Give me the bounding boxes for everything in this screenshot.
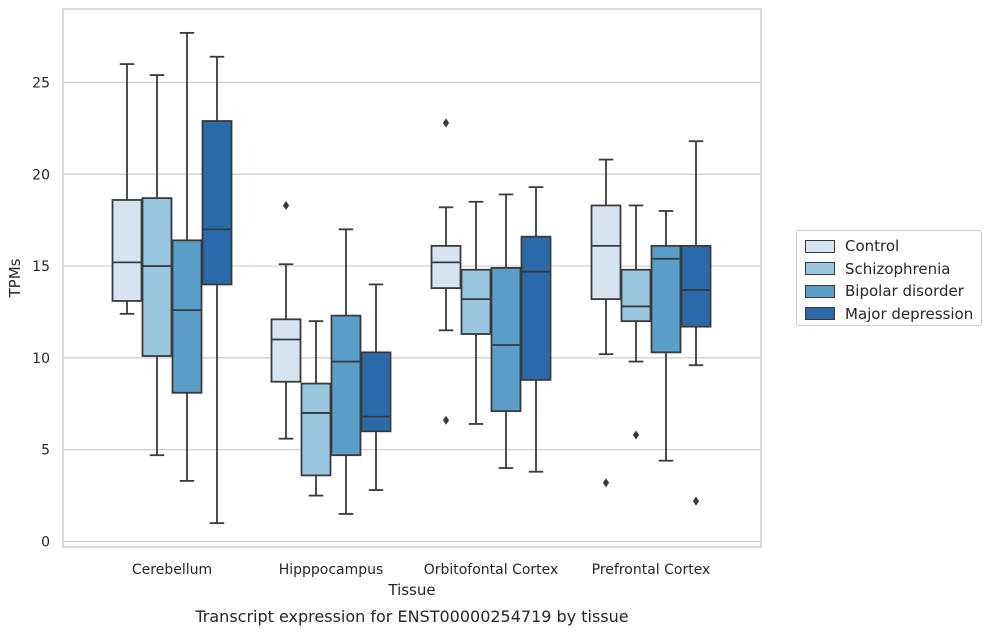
outlier-point: [692, 496, 700, 506]
box-iqr: [680, 244, 712, 328]
box-iqr: [201, 120, 233, 286]
y-tick-labels: 0 5 10 15 20 25: [32, 75, 50, 550]
legend-swatch-schizophrenia: [805, 262, 835, 276]
box-iqr: [141, 197, 173, 357]
y-tick-label-0: 0: [41, 534, 50, 550]
legend-label-major-depression: Major depression: [845, 304, 974, 323]
box-bipolar-disorder-2: [490, 193, 522, 469]
box-schizophrenia-2: [460, 200, 492, 425]
box-iqr: [300, 382, 332, 477]
legend-swatch-control: [805, 239, 835, 253]
outlier-point: [282, 200, 290, 210]
y-tick-label-15: 15: [32, 259, 50, 275]
box-iqr: [430, 244, 462, 289]
legend-item-control: Control: [805, 235, 981, 258]
box-group: [111, 31, 712, 525]
x-axis-label: Tissue: [387, 581, 435, 599]
box-iqr: [171, 239, 203, 394]
box-major-depression-0: [201, 55, 233, 525]
box-bipolar-disorder-3: [650, 210, 682, 462]
y-tick-label-10: 10: [32, 351, 50, 367]
legend: Control Schizophrenia Bipolar disorder M…: [796, 230, 982, 326]
outlier-point: [442, 118, 450, 128]
box-iqr: [650, 244, 682, 354]
box-major-depression-2: [520, 186, 552, 473]
box-schizophrenia-1: [300, 320, 332, 497]
x-tick-label-3: Prefrontal Cortex: [592, 562, 711, 578]
outlier-point: [602, 478, 610, 488]
box-iqr: [270, 318, 302, 383]
box-control-1: [270, 200, 302, 440]
x-tick-label-2: Orbitofontal Cortex: [424, 562, 559, 578]
box-control-2: [430, 118, 462, 425]
box-major-depression-3: [680, 140, 712, 506]
box-schizophrenia-3: [620, 204, 652, 440]
outlier-point: [632, 430, 640, 440]
outlier-point: [442, 415, 450, 425]
box-bipolar-disorder-0: [171, 31, 203, 482]
chart-caption: Transcript expression for ENST0000025471…: [194, 607, 628, 626]
y-tick-label-20: 20: [32, 167, 50, 183]
legend-swatch-bipolar-disorder: [805, 284, 835, 298]
legend-item-bipolar-disorder: Bipolar disorder: [805, 280, 981, 303]
box-bipolar-disorder-1: [330, 228, 362, 515]
box-control-0: [111, 63, 143, 315]
box-iqr: [360, 351, 392, 433]
box-iqr: [111, 199, 143, 302]
box-iqr: [330, 314, 362, 457]
box-iqr: [520, 235, 552, 381]
y-tick-label-5: 5: [41, 443, 50, 459]
legend-swatch-major-depression: [805, 307, 835, 321]
box-schizophrenia-0: [141, 74, 173, 457]
legend-item-major-depression: Major depression: [805, 303, 981, 326]
x-tick-label-0: Cerebellum: [132, 562, 212, 578]
legend-item-schizophrenia: Schizophrenia: [805, 258, 981, 281]
x-tick-label-1: Hipppocampus: [279, 562, 384, 578]
legend-label-schizophrenia: Schizophrenia: [845, 259, 951, 278]
box-iqr: [490, 267, 522, 413]
box-iqr: [460, 268, 492, 335]
box-iqr: [620, 268, 652, 323]
box-iqr: [590, 204, 622, 301]
y-axis-label: TPMs: [6, 258, 24, 298]
box-major-depression-1: [360, 283, 392, 491]
legend-label-bipolar-disorder: Bipolar disorder: [845, 282, 964, 301]
y-tick-label-25: 25: [32, 75, 50, 91]
legend-label-control: Control: [845, 237, 900, 256]
plot-frame: [62, 8, 762, 548]
box-control-3: [590, 158, 622, 488]
x-tick-labels: Cerebellum Hipppocampus Orbitofontal Corte…: [132, 562, 710, 578]
